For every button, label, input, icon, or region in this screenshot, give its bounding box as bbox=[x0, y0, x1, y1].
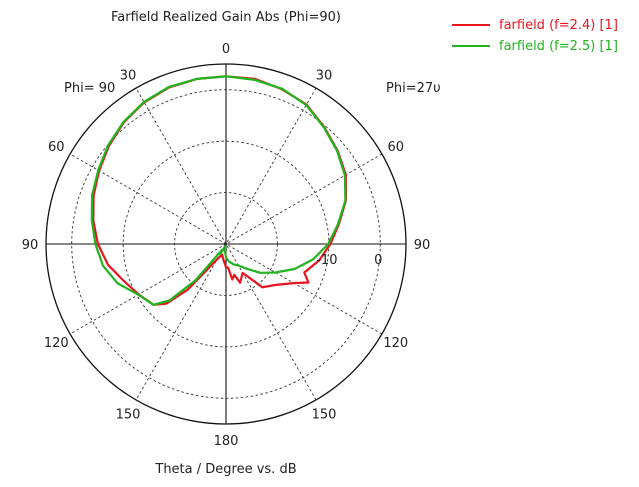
spoke-150 bbox=[135, 87, 317, 401]
chart-title: Farfield Realized Gain Abs (Phi=90) bbox=[111, 10, 341, 25]
radial-tick-label: 0 bbox=[374, 253, 382, 268]
polar-grid bbox=[45, 63, 407, 425]
legend-label-2p4: farfield (f=2.4) [1] bbox=[499, 18, 618, 33]
series-line-1 bbox=[92, 75, 347, 306]
angle-tick-label: 120 bbox=[383, 336, 408, 351]
series-layer bbox=[90, 75, 347, 306]
legend-label-2p5: farfield (f=2.5) [1] bbox=[499, 39, 618, 54]
angle-tick-label: 60 bbox=[48, 140, 65, 155]
radial-tick-label: -10 bbox=[316, 253, 337, 268]
angle-tick-label: 30 bbox=[316, 68, 333, 83]
tick-labels: 0 30 30 60 60 90 90 120 120 150 150 180 -10 0 bbox=[22, 42, 431, 449]
angle-tick-label: 90 bbox=[22, 238, 39, 253]
angle-tick-label: 60 bbox=[387, 140, 404, 155]
x-axis-label: Theta / Degree vs. dB bbox=[154, 462, 296, 477]
angle-tick-label: 120 bbox=[44, 336, 69, 351]
left-label: Phi= 90 bbox=[64, 81, 115, 96]
angle-tick-label: 90 bbox=[414, 238, 431, 253]
series-line-2 bbox=[90, 75, 347, 306]
right-label: Phi=27υ bbox=[386, 81, 441, 96]
angle-tick-label: 0 bbox=[222, 42, 230, 57]
angle-tick-label: 150 bbox=[312, 408, 337, 423]
angle-tick-label: 30 bbox=[120, 68, 137, 83]
legend: farfield (f=2.4) [1] farfield (f=2.5) [1… bbox=[452, 18, 618, 54]
angle-tick-label: 150 bbox=[116, 408, 141, 423]
angle-tick-label: 180 bbox=[214, 434, 239, 449]
